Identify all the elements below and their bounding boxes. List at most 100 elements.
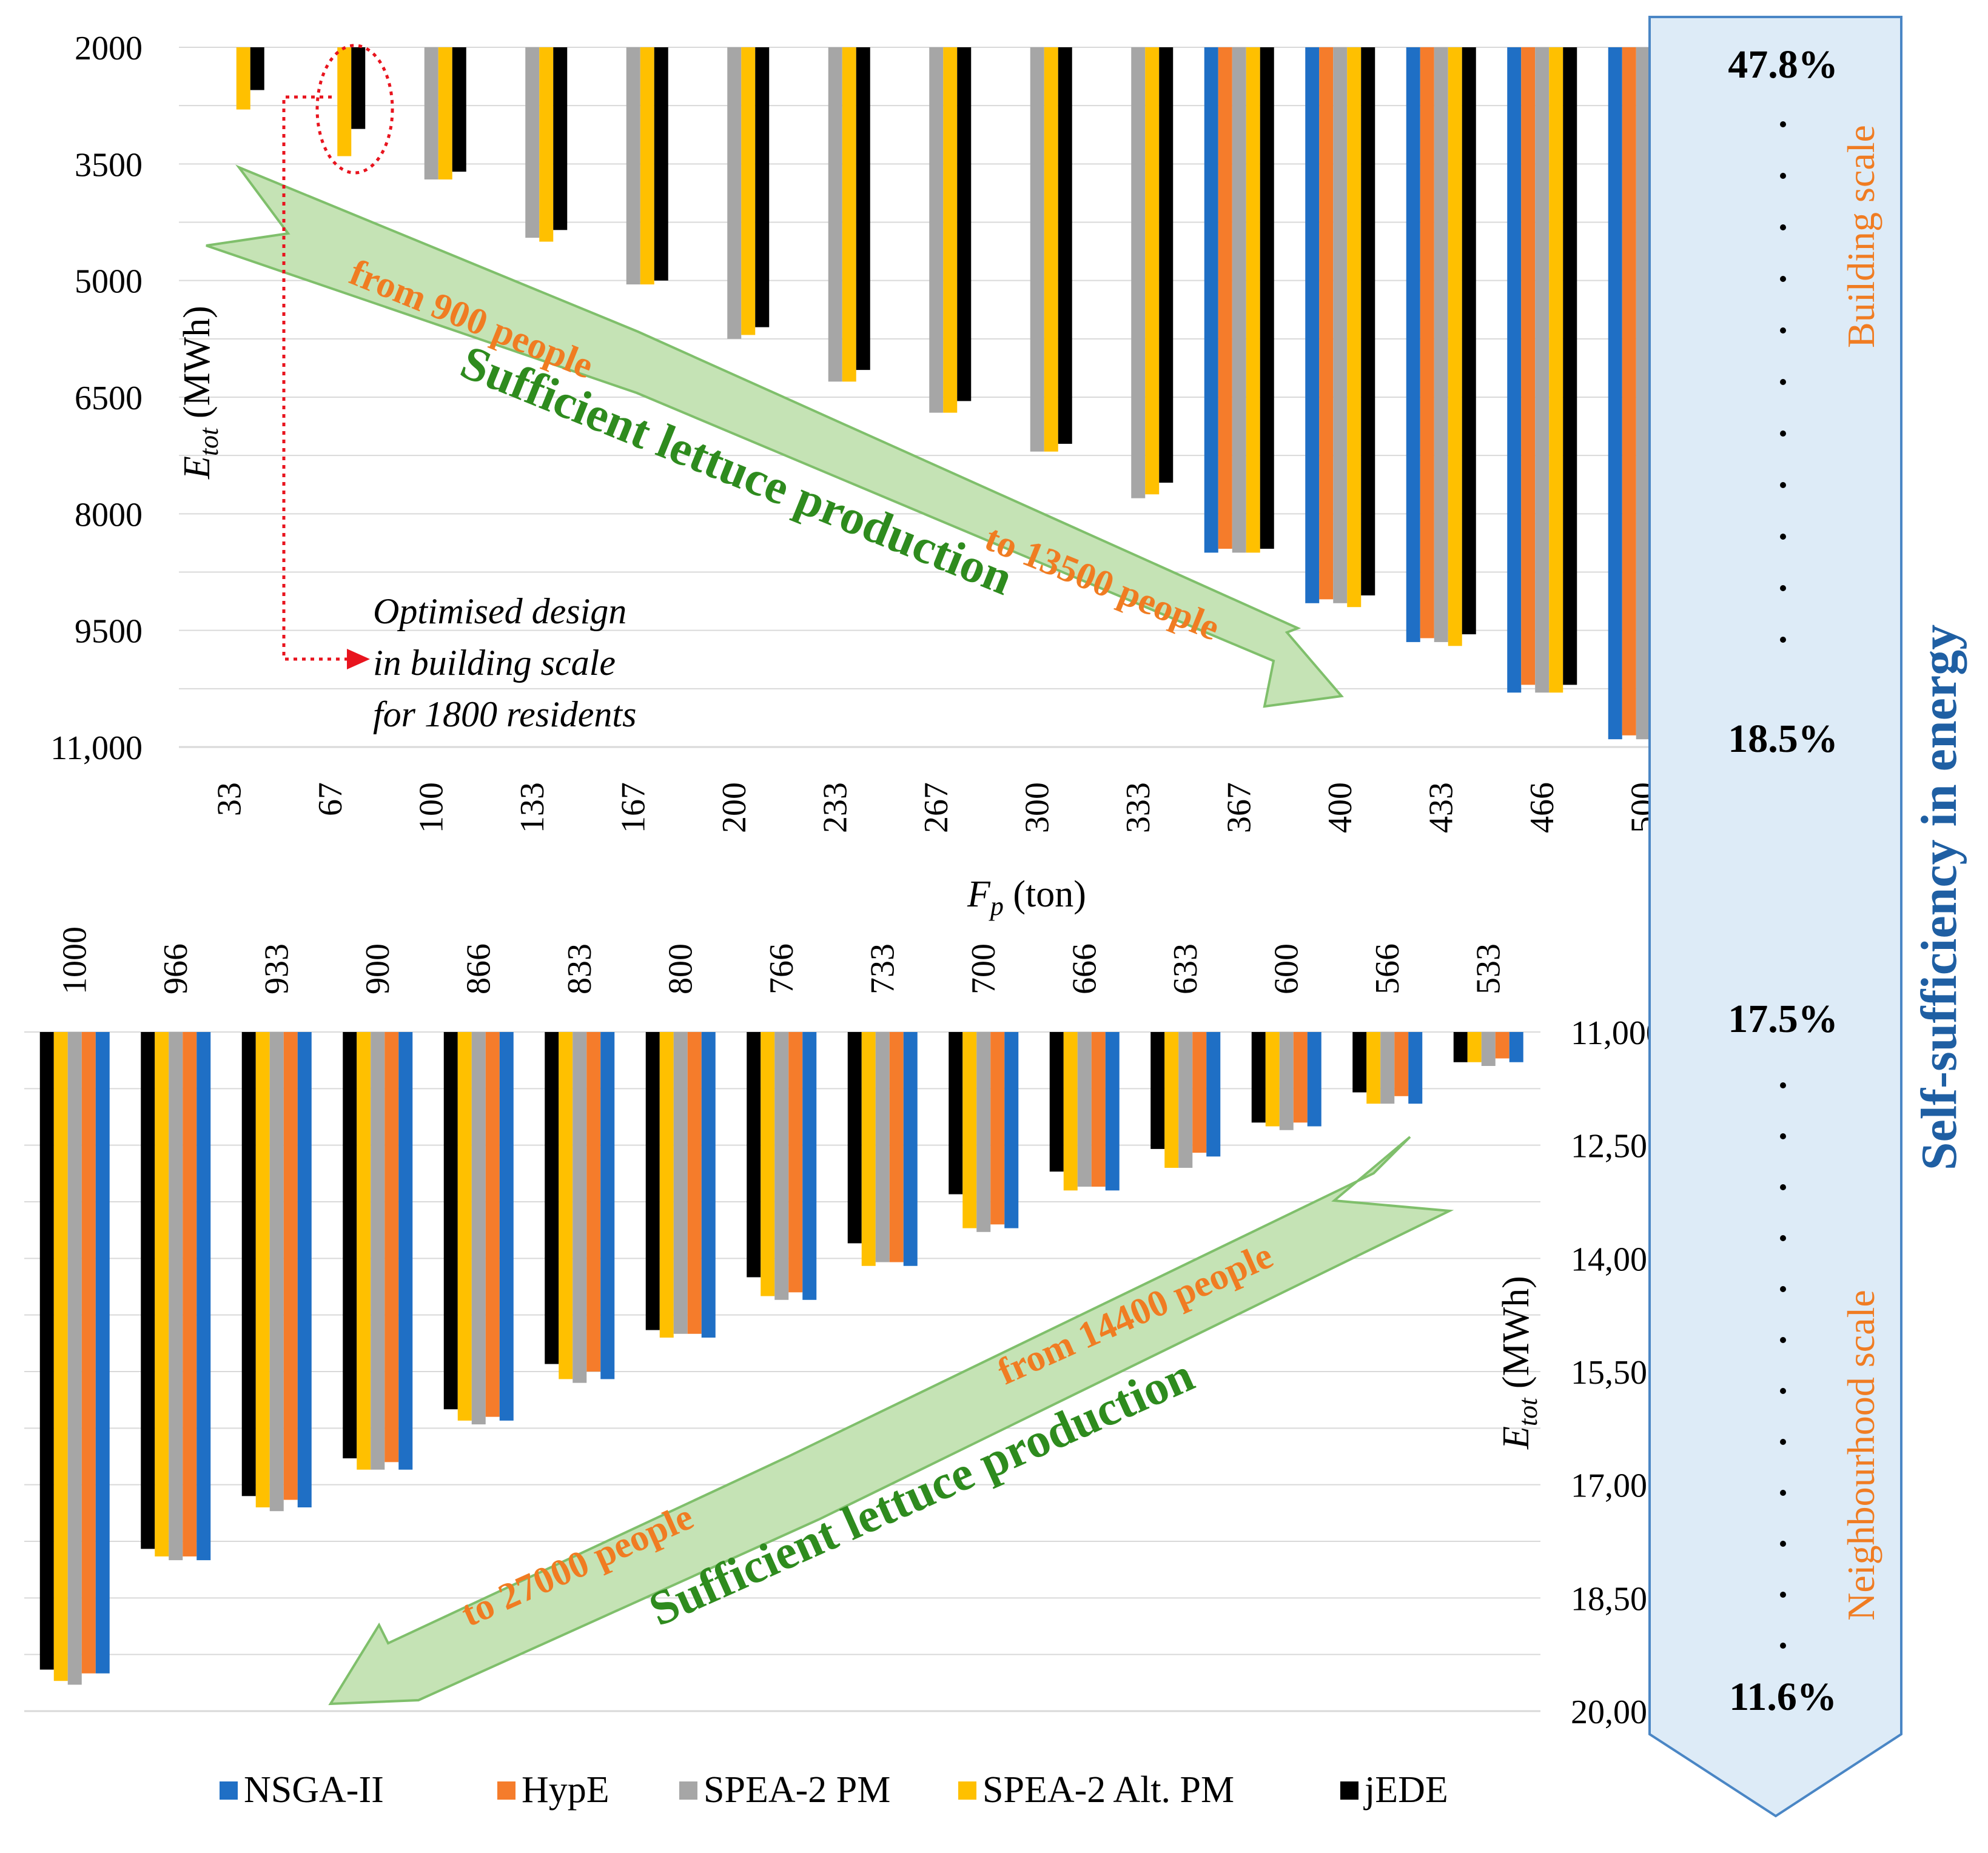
top-y-axis-title: Etot (MWh) [176,306,224,480]
y-tick-label: 5000 [75,263,143,301]
bar-spea-2-alt-pm-733 [861,1032,876,1266]
bar-jede-433 [1462,47,1476,635]
x-tick-label: 433 [1422,782,1460,833]
legend-label: HypE [522,1769,609,1811]
highlight-ellipse [315,44,394,175]
y-axis-unit: (MWh) [176,306,218,427]
bar-nsga-ii-500 [1608,47,1622,740]
y-tick-label: 11,000 [50,729,143,767]
bar-spea-2-pm-267 [929,47,944,413]
bar-jede-300 [1058,47,1072,444]
bar-nsga-ii-400 [1305,47,1320,603]
legend-label: SPEA-2 PM [704,1769,890,1811]
bar-spea-2-pm-566 [1380,1032,1395,1104]
x-tick-label: 466 [1523,782,1561,833]
y-tick-label: 2000 [75,30,143,67]
bar-spea-2-pm-833 [573,1032,587,1383]
bar-spea-2-alt-pm-233 [842,47,856,382]
x-tick-label: 133 [514,782,551,833]
bar-spea-2-pm-233 [828,47,842,382]
panel-dot [1780,534,1786,540]
panel-dot [1780,1388,1786,1394]
pct-top: 47.8% [1728,42,1838,87]
bar-spea-2-pm-933 [269,1032,284,1512]
panel-dot [1780,379,1786,385]
bar-nsga-ii-600 [1307,1032,1321,1127]
legend-swatch [1340,1781,1358,1800]
x-tick-label: 33 [210,782,248,816]
bar-jede-766 [747,1032,761,1278]
bar-hype-600 [1293,1032,1308,1123]
panel-dot [1780,1490,1786,1496]
optimised-line-3: for 1800 residents [373,694,636,734]
bar-spea-2-alt-pm-367 [1246,47,1260,553]
y-tick-label: 6500 [75,380,143,417]
bar-nsga-ii-466 [1507,47,1522,693]
bar-spea-2-alt-pm-666 [1063,1032,1078,1191]
bottom-y-axis-title: Etot (MWh) [1496,1276,1543,1450]
bar-spea-2-alt-pm-900 [357,1032,371,1470]
bar-jede-466 [1563,47,1577,685]
x-tick-label: 367 [1220,782,1258,833]
bar-spea-2-alt-pm-267 [943,47,958,413]
y-tick-label: 11,000 [1571,1014,1663,1052]
bar-spea-2-alt-pm-433 [1448,47,1462,646]
svg-text:Etot (MWh): Etot (MWh) [176,306,224,480]
bar-nsga-ii-700 [1004,1032,1019,1228]
bar-jede-33 [250,47,264,90]
x-tick-label: 267 [918,782,955,833]
x-tick-label: 833 [561,943,599,994]
x-tick-label: 200 [716,782,753,833]
panel-dot [1780,482,1786,488]
bar-spea-2-alt-pm-600 [1265,1032,1280,1127]
bar-hype-633 [1192,1032,1207,1153]
bar-spea-2-pm-400 [1333,47,1348,603]
bar-spea-2-alt-pm-866 [457,1032,472,1421]
bar-jede-800 [645,1032,660,1330]
svg-text:Etot (MWh): Etot (MWh) [1496,1276,1543,1450]
bar-nsga-ii-367 [1204,47,1218,553]
x-tick-label: 233 [816,782,854,833]
bar-spea-2-pm-633 [1178,1032,1193,1168]
bar-nsga-ii-866 [499,1032,514,1421]
bar-spea-2-pm-500 [1636,47,1650,740]
x-tick-label: 600 [1268,943,1305,994]
y-tick-label: 8000 [75,496,143,534]
bar-spea-2-alt-pm-33 [236,47,250,110]
bar-hype-766 [788,1032,803,1293]
bar-hype-367 [1218,47,1232,549]
legend-swatch [679,1781,697,1800]
x-tick-label: 533 [1469,943,1507,994]
bar-jede-133 [553,47,568,230]
bar-spea-2-alt-pm-300 [1044,47,1058,452]
bar-spea-2-pm-900 [371,1032,385,1470]
bar-spea-2-alt-pm-933 [255,1032,270,1507]
bar-hype-566 [1394,1032,1409,1096]
panel-dot [1780,276,1786,282]
bar-nsga-ii-800 [701,1032,716,1338]
bar-spea-2-alt-pm-466 [1549,47,1563,693]
x-tick-label: 666 [1066,943,1103,994]
panel-dot [1780,1235,1786,1241]
bar-jede-700 [949,1032,963,1195]
x-tick-label: 400 [1321,782,1359,833]
x-tick-label: 733 [864,943,901,994]
bar-hype-466 [1521,47,1536,685]
bar-nsga-ii-566 [1408,1032,1423,1104]
y-axis-main: E [176,456,218,480]
panel-dot [1780,1184,1786,1190]
panel-dot [1780,431,1786,437]
bar-jede-866 [443,1032,458,1410]
bar-spea-2-pm-167 [626,47,640,285]
bar-spea-2-pm-133 [525,47,540,238]
bar-hype-666 [1091,1032,1106,1187]
x-tick-label: 566 [1369,943,1406,994]
legend-label: SPEA-2 Alt. PM [982,1769,1234,1811]
pct-bottom: 11.6% [1729,1675,1837,1719]
bar-nsga-ii-966 [196,1032,211,1561]
bar-spea-2-alt-pm-566 [1366,1032,1381,1104]
bar-spea-2-pm-700 [976,1032,991,1232]
highlight-arrowhead [347,649,370,669]
x-tick-label: 633 [1167,943,1204,994]
